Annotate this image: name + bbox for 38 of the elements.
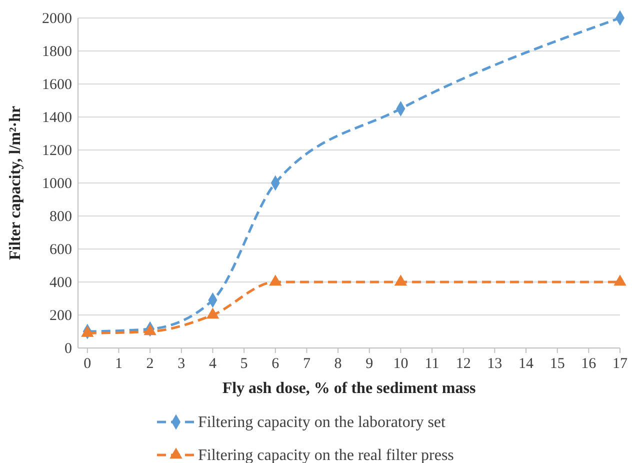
x-tick-label: 11 xyxy=(424,356,440,372)
point xyxy=(269,274,282,286)
y-tick-label: 1000 xyxy=(42,176,72,192)
point xyxy=(206,308,220,319)
y-tick-label: 200 xyxy=(50,308,72,324)
x-tick-label: 12 xyxy=(456,356,471,372)
y-tick-label: 600 xyxy=(50,242,72,258)
x-tick-label: 7 xyxy=(302,356,311,372)
point xyxy=(394,274,408,286)
x-tick-label: 1 xyxy=(114,356,122,372)
x-tick-label: 4 xyxy=(208,356,217,372)
point xyxy=(614,274,626,286)
x-tick-label: 8 xyxy=(334,356,342,372)
y-tick-label: 0 xyxy=(64,341,72,357)
x-tick-label: 6 xyxy=(272,356,280,372)
x-tick-label: 16 xyxy=(581,356,597,372)
y-tick-label: 1400 xyxy=(42,110,72,126)
y-tick-label: 1200 xyxy=(42,143,72,159)
point xyxy=(81,326,94,337)
y-tick-label: 800 xyxy=(50,209,72,225)
legend-label: Filtering capacity on the laboratory set xyxy=(198,414,446,431)
x-tick-label: 5 xyxy=(240,356,248,372)
y-tick-label: 1800 xyxy=(42,44,72,60)
x-tick-label: 3 xyxy=(178,356,186,372)
y-tick-label: 2000 xyxy=(42,11,72,27)
x-tick-label: 2 xyxy=(146,356,154,372)
x-tick-label: 9 xyxy=(366,356,374,372)
x-axis-title: Fly ash dose, % of the sediment mass xyxy=(222,380,476,397)
x-tick-label: 10 xyxy=(393,356,408,372)
x-tick-label: 0 xyxy=(84,356,92,372)
y-tick-label: 1600 xyxy=(42,77,72,93)
x-tick-label: 15 xyxy=(550,356,565,372)
x-tick-label: 13 xyxy=(487,356,502,372)
y-tick-label: 400 xyxy=(50,275,72,291)
point xyxy=(144,324,156,336)
x-tick-label: 14 xyxy=(518,356,534,372)
y-axis-title: Filter capacity, l/m²·hr xyxy=(7,106,24,260)
x-tick-label: 17 xyxy=(612,356,628,372)
